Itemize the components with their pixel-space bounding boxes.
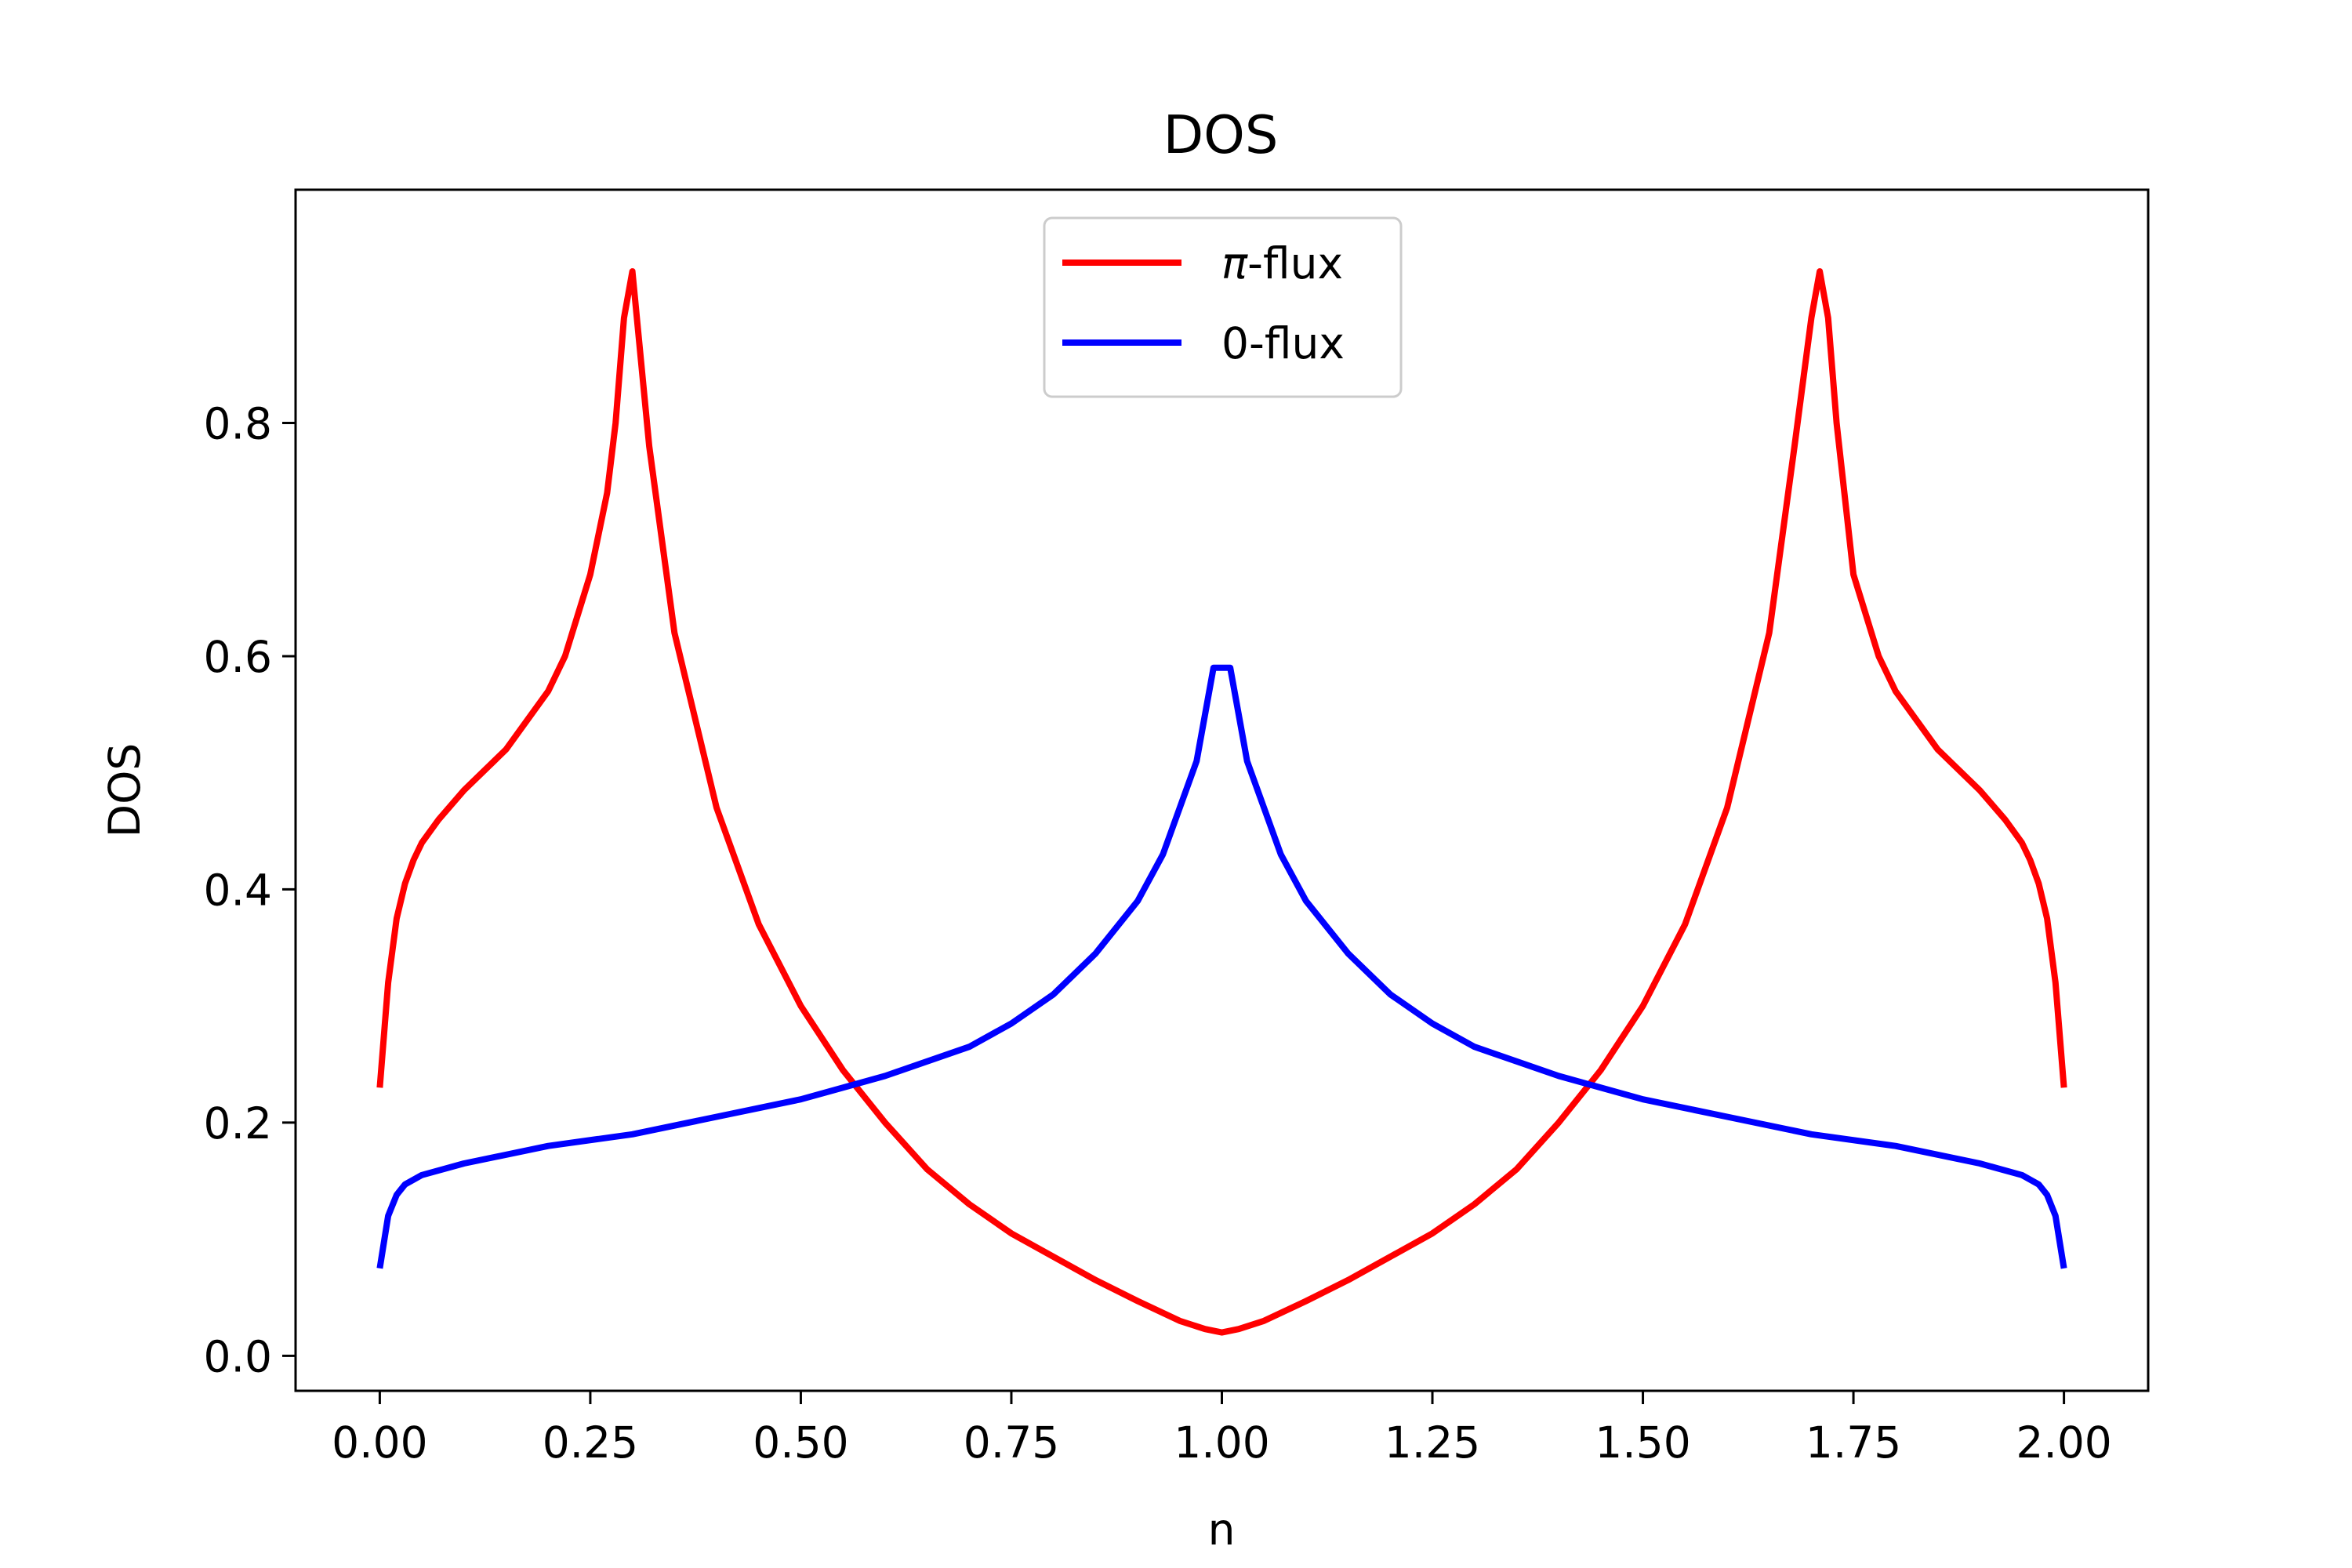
y-tick-label: 0.6 <box>204 632 272 682</box>
x-axis-label: n <box>1208 1504 1236 1555</box>
x-tick-label: 1.25 <box>1385 1417 1480 1468</box>
y-tick-label: 0.0 <box>204 1331 272 1381</box>
x-tick-label: 2.00 <box>2016 1417 2111 1468</box>
y-axis: 0.0 0.2 0.4 0.6 0.8 <box>204 398 296 1381</box>
x-axis: 0.00 0.25 0.50 0.75 1.00 1.25 1.50 1.75 2.00 <box>332 1391 2112 1468</box>
x-tick-label: 0.75 <box>964 1417 1059 1468</box>
series-line-pi-flux <box>376 268 2067 1336</box>
legend-label-pi-flux: π-flux <box>1221 238 1343 289</box>
y-tick-label: 0.4 <box>204 865 272 915</box>
y-tick-label: 0.2 <box>204 1098 272 1149</box>
legend: π-flux 0-flux <box>1043 216 1403 398</box>
legend-label-zero-flux: 0-flux <box>1221 318 1345 368</box>
y-tick-label: 0.8 <box>204 398 272 448</box>
x-tick-label: 0.00 <box>332 1417 427 1468</box>
series-line-zero-flux <box>376 664 2067 1269</box>
x-tick-label: 0.50 <box>753 1417 848 1468</box>
chart-title: DOS <box>1163 104 1279 165</box>
series-layer <box>376 268 2067 1336</box>
y-axis-label: DOS <box>100 743 150 838</box>
x-tick-label: 0.25 <box>543 1417 638 1468</box>
x-tick-label: 1.75 <box>1806 1417 1901 1468</box>
x-tick-label: 1.00 <box>1174 1417 1269 1468</box>
x-tick-label: 1.50 <box>1595 1417 1690 1468</box>
